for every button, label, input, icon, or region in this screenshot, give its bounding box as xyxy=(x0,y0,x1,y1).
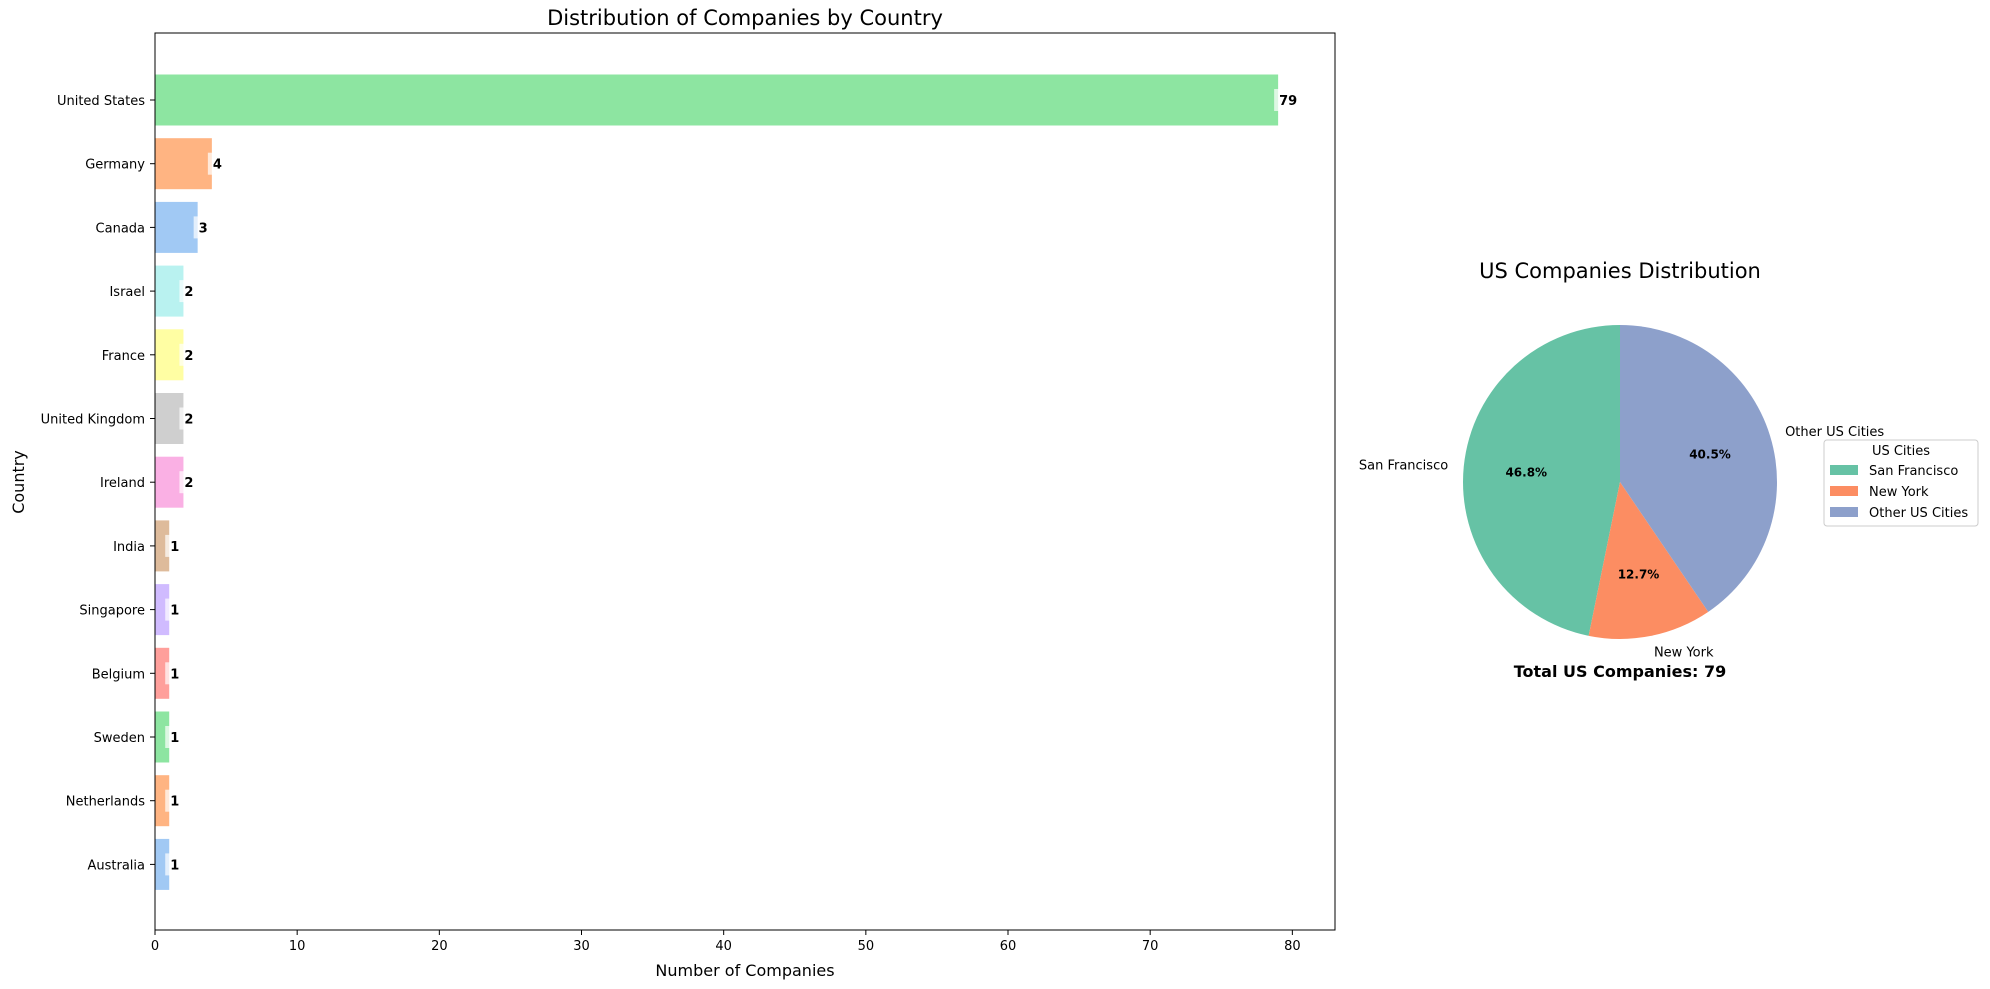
y-axis-ticks: United States Germany Canada Israel France Un… xyxy=(41,94,155,873)
x-tick-label: 20 xyxy=(431,939,448,954)
x-tick-label: 0 xyxy=(151,939,159,954)
value-label-box xyxy=(165,789,181,812)
legend-label: Other US Cities xyxy=(1869,506,1968,521)
legend-label: San Francisco xyxy=(1869,464,1958,479)
bar-value-label: 1 xyxy=(170,795,179,810)
pie-percent-label: 46.8% xyxy=(1505,466,1547,480)
bar-value-label: 2 xyxy=(184,413,193,428)
value-label-box xyxy=(165,598,181,621)
bar-value-label: 3 xyxy=(199,221,208,236)
y-tick-label: Australia xyxy=(87,858,145,873)
pie-slices xyxy=(1463,325,1778,639)
value-label-box xyxy=(1274,89,1299,111)
y-tick-label: Germany xyxy=(85,158,145,173)
legend-title: US Cities xyxy=(1872,444,1930,459)
y-tick-label: United States xyxy=(57,94,145,109)
bar-plot-area: 79 4 3 2 2 2 2 1 1 1 1 1 1 xyxy=(155,74,1299,890)
y-tick-label: Canada xyxy=(96,221,145,236)
bar xyxy=(155,647,170,699)
bar-value-label: 1 xyxy=(170,667,179,682)
value-label-box xyxy=(179,407,195,430)
x-tick-label: 60 xyxy=(1000,939,1017,954)
y-tick-label: Singapore xyxy=(79,604,145,619)
value-label-box xyxy=(179,343,195,366)
pie-percent-label: 40.5% xyxy=(1689,447,1731,461)
bar xyxy=(155,138,212,190)
bar-chart: Distribution of Companies by Country 79 4… xyxy=(9,6,1336,980)
bar-value-label: 1 xyxy=(170,858,179,873)
bar xyxy=(155,201,198,253)
x-tick-label: 50 xyxy=(858,939,875,954)
legend-frame xyxy=(1823,439,1979,527)
y-tick-label: United Kingdom xyxy=(41,413,145,428)
y-tick-label: Belgium xyxy=(92,667,145,682)
pie-slice-label: New York xyxy=(1654,645,1714,660)
bar-value-label: 1 xyxy=(170,540,179,555)
x-tick-label: 30 xyxy=(573,939,590,954)
value-label-box xyxy=(193,216,209,239)
bar xyxy=(155,584,170,636)
y-tick-label: Netherlands xyxy=(66,795,145,810)
pie-slice xyxy=(1620,325,1778,612)
pie-slice-label: Other US Cities xyxy=(1785,425,1884,440)
bar-value-label: 2 xyxy=(184,476,193,491)
bar xyxy=(155,265,184,317)
x-tick-label: 40 xyxy=(715,939,732,954)
pie-percent-label: 12.7% xyxy=(1618,567,1660,581)
pie-legend: US Cities San Francisco New York Other US … xyxy=(1823,439,1979,527)
pie-slice xyxy=(1588,482,1709,639)
bar-value-label: 2 xyxy=(184,285,193,300)
y-tick-label: Israel xyxy=(109,285,145,300)
bar xyxy=(155,456,184,508)
legend-swatch xyxy=(1830,507,1858,517)
bar-value-label: 1 xyxy=(170,604,179,619)
y-tick-label: Sweden xyxy=(94,731,145,746)
bar-plot-frame xyxy=(154,32,1336,931)
y-tick-label: India xyxy=(113,540,145,555)
pie-slice-label: San Francisco xyxy=(1359,459,1448,474)
bar xyxy=(155,711,170,763)
bar xyxy=(155,393,184,444)
x-tick-label: 80 xyxy=(1284,939,1301,954)
value-label-box xyxy=(165,853,181,876)
pie-slice xyxy=(1463,325,1620,636)
legend-swatch xyxy=(1830,465,1858,475)
legend-items: San Francisco New York Other US Cities xyxy=(1830,464,1968,521)
value-label-box xyxy=(179,280,195,303)
bar xyxy=(155,329,184,381)
x-axis-label: Number of Companies xyxy=(655,961,834,980)
x-axis-ticks: 0 10 20 30 40 50 60 70 80 xyxy=(151,930,1301,954)
bar-chart-title: Distribution of Companies by Country xyxy=(547,6,943,30)
y-axis-label: Country xyxy=(9,450,28,514)
x-tick-label: 70 xyxy=(1142,939,1159,954)
bar-value-label: 1 xyxy=(170,731,179,746)
y-tick-label: France xyxy=(102,349,145,364)
pie-total-label: Total US Companies: 79 xyxy=(1514,662,1727,681)
bar-value-label: 4 xyxy=(213,158,222,173)
bar-value-label: 79 xyxy=(1279,94,1297,109)
pie-chart-title: US Companies Distribution xyxy=(1479,259,1761,283)
pie-labels: 46.8% San Francisco 12.7% New York 40.5% Othe… xyxy=(1359,425,1885,660)
value-label-box xyxy=(207,152,223,175)
pie-chart: US Companies Distribution 46.8% San Franc… xyxy=(1359,259,1979,681)
bar-value-label: 2 xyxy=(184,349,193,364)
bar xyxy=(155,838,170,890)
bar xyxy=(155,74,1279,126)
legend-label: New York xyxy=(1869,485,1929,500)
bar xyxy=(155,520,170,572)
value-label-box xyxy=(165,726,181,748)
y-tick-label: Ireland xyxy=(100,476,145,491)
value-label-box xyxy=(179,471,195,494)
bar xyxy=(155,775,170,827)
value-label-box xyxy=(165,534,181,557)
x-tick-label: 10 xyxy=(289,939,306,954)
legend-swatch xyxy=(1830,486,1858,496)
value-label-box xyxy=(165,662,181,685)
